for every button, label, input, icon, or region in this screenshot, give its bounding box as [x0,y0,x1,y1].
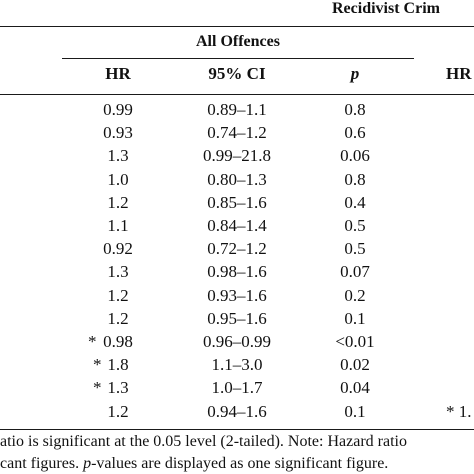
hr-cell: 1.0 [107,170,129,189]
p-value-cell: 0.1 [344,402,366,421]
header-rule [0,94,474,95]
hr-cell: 1.1 [107,216,129,235]
p-value-cell: 0.1 [344,309,366,328]
p-value-cell: 0.8 [344,170,366,189]
p-value-cell: 0.06 [340,146,370,165]
hr-cell: 1.3 [107,262,129,281]
hr-cell: 1.2 [107,402,129,421]
ci-cell: 0.96–0.99 [203,332,271,351]
hr-next-cell: * 1. [446,402,472,421]
hr-cell: 1.8 [107,355,129,374]
p-value-cell: 0.8 [344,100,366,119]
ci-cell: 0.98–1.6 [207,262,267,281]
ci-cell: 1.1–3.0 [211,355,263,374]
ci-cell: 1.0–1.7 [211,378,263,397]
hr-cell: 0.99 [103,100,133,119]
ci-cell: 0.74–1.2 [207,123,267,142]
hr-cell: 1.3 [107,146,129,165]
ci-cell: 0.80–1.3 [207,170,267,189]
p-value-cell: 0.04 [340,378,370,397]
column-header-hr-next: HR [446,64,472,83]
bottom-rule [0,429,474,430]
hr-cell: 1.2 [107,193,129,212]
subgroup-rule [62,58,414,59]
significance-marker: * [93,378,102,397]
footnote-p-symbol: p [83,455,92,472]
hr-cell: 0.93 [103,123,133,142]
footnote-line-1: atio is significant at the 0.05 level (2… [0,433,407,450]
hr-cell: 1.2 [107,309,129,328]
column-header-ci: 95% CI [208,64,266,83]
ci-cell: 0.99–21.8 [203,146,271,165]
top-rule [0,26,474,27]
group-header: Recidivist Crim [332,0,440,17]
hr-cell: 1.3 [107,378,129,397]
hr-cell: 0.98 [103,332,133,351]
p-value-cell: 0.07 [340,262,370,281]
p-value-cell: 0.4 [344,193,366,212]
footnote-line-2: cant figures. p-values are displayed as … [0,455,388,473]
ci-cell: 0.95–1.6 [207,309,267,328]
p-value-cell: <0.01 [335,332,375,351]
ci-cell: 0.85–1.6 [207,193,267,212]
hr-cell: 0.92 [103,239,133,258]
subgroup-header: All Offences [196,33,280,50]
ci-cell: 0.93–1.6 [207,286,267,305]
significance-marker: * [93,355,102,374]
column-header-p: p [350,64,360,83]
p-value-cell: 0.2 [344,286,366,305]
footnote-text: cant figures. [0,455,84,472]
column-header-hr: HR [105,64,131,83]
p-value-cell: 0.6 [344,123,366,142]
footnote-text: -values are displayed as one significant… [91,455,389,472]
p-value-cell: 0.5 [344,216,366,235]
ci-cell: 0.89–1.1 [207,100,267,119]
ci-cell: 0.94–1.6 [207,402,267,421]
hr-cell: 1.2 [107,286,129,305]
ci-cell: 0.72–1.2 [207,239,267,258]
p-value-cell: 0.5 [344,239,366,258]
ci-cell: 0.84–1.4 [207,216,267,235]
significance-marker: * [88,332,97,351]
p-value-cell: 0.02 [340,355,370,374]
